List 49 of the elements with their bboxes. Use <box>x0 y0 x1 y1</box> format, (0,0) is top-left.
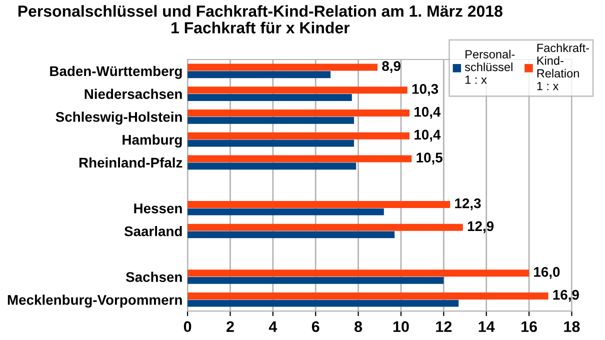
bar <box>188 231 395 238</box>
data-label: 10,4 <box>414 130 441 142</box>
bar <box>188 71 331 78</box>
data-label: 12,9 <box>468 221 494 234</box>
bar <box>188 201 450 208</box>
x-tick-label: 0 <box>184 321 192 332</box>
y-tick-label: Hamburg <box>122 134 182 148</box>
legend-label: Fachkraft- Kind- Relation 1 : x <box>537 43 589 90</box>
x-tick-label: 16 <box>522 321 537 332</box>
data-label: 10,5 <box>416 152 442 165</box>
bar <box>188 300 459 307</box>
bar <box>188 270 530 277</box>
x-tick-label: 2 <box>226 321 234 332</box>
bar <box>188 155 412 162</box>
data-label: 16,0 <box>534 267 560 279</box>
x-tick-label: 4 <box>268 321 278 332</box>
data-label: 12,3 <box>455 198 481 210</box>
x-tick-label: 6 <box>312 321 320 332</box>
bar <box>188 116 354 124</box>
x-tick-label: 10 <box>393 321 409 332</box>
bar <box>188 110 410 116</box>
x-tick-label: 18 <box>564 321 580 332</box>
bar <box>188 224 463 231</box>
y-tick-label: Hessen <box>134 204 182 214</box>
chart-title: Personalschlüssel und Fachkraft-Kind-Relation am 1. März 2018 1 Fachkraft für x Kinder <box>18 5 502 34</box>
y-tick-label: Schleswig-Holstein <box>56 112 182 125</box>
legend-label: Personal- schlüssel 1 : x <box>464 50 515 84</box>
bar <box>188 208 384 216</box>
bar <box>188 132 410 140</box>
y-tick-label: Mecklenburg-Vorpommern <box>8 294 182 308</box>
data-label: 10,3 <box>412 84 438 96</box>
x-tick-label: 8 <box>354 321 362 332</box>
bar <box>188 140 354 147</box>
y-tick-label: Rheinland-Pfalz <box>79 157 182 168</box>
y-tick-label: Saarland <box>124 226 182 236</box>
y-tick-label: Sachsen <box>126 272 182 282</box>
bar <box>188 276 444 284</box>
bar <box>188 86 408 94</box>
y-tick-label: Baden-Württemberg <box>50 66 182 79</box>
bar <box>188 64 378 71</box>
data-label: 8,9 <box>382 61 400 74</box>
bar <box>188 292 548 300</box>
bar <box>188 162 356 170</box>
data-label: 16,9 <box>553 290 579 302</box>
x-tick-label: 14 <box>478 321 495 332</box>
y-tick-label: Niedersachsen <box>84 88 182 99</box>
bar <box>188 94 352 101</box>
data-label: 10,4 <box>414 106 441 119</box>
x-tick-label: 12 <box>436 321 452 332</box>
